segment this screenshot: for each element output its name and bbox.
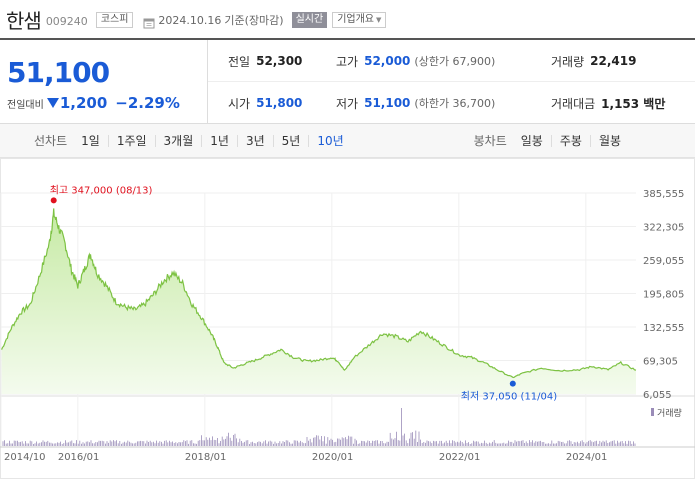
stat-value: 52,300 bbox=[256, 54, 303, 68]
stat-label: 전일 bbox=[228, 54, 251, 69]
candle-chart-label: 봉차트 bbox=[473, 134, 507, 148]
y-tick-label: 69,305 bbox=[643, 357, 678, 368]
tab-line-2[interactable]: 3개월 bbox=[154, 134, 202, 147]
stats-row: 전일 52,300 고가 52,000 (상한가 67,900) 거래량 22,419 bbox=[208, 40, 695, 82]
x-tick-label: 2024/01 bbox=[566, 452, 608, 463]
tab-candle-1[interactable]: 주봉 bbox=[550, 134, 590, 147]
y-tick-label: 132,555 bbox=[643, 323, 684, 334]
x-tick-label: 2014/10 bbox=[4, 452, 46, 463]
y-tick-label: 195,805 bbox=[643, 290, 684, 301]
company-name: 한샘 bbox=[6, 8, 42, 33]
high-marker bbox=[50, 197, 57, 204]
candle-chart-periods: 일봉 주봉 월봉 bbox=[513, 133, 629, 148]
header: 한샘 009240 코스피 2024.10.16 기준(장마감) 실시간 기업개… bbox=[0, 0, 695, 38]
caret-down-icon: ▼ bbox=[376, 16, 382, 24]
stat-open: 시가 51,800 bbox=[228, 82, 302, 124]
tab-line-3[interactable]: 1년 bbox=[201, 134, 237, 147]
stat-high: 고가 52,000 (상한가 67,900) bbox=[336, 40, 495, 82]
market-badge: 코스피 bbox=[95, 12, 134, 28]
high-annotation: 최고 347,000 (08/13) bbox=[50, 184, 153, 196]
down-triangle-icon bbox=[46, 98, 59, 108]
realtime-button[interactable]: 실시간 bbox=[291, 12, 328, 28]
tab-candle-0[interactable]: 일봉 bbox=[520, 133, 543, 148]
stat-label: 고가 bbox=[336, 54, 359, 69]
volume-legend-label: 거래량 bbox=[657, 407, 682, 419]
stat-label: 거래대금 bbox=[551, 96, 596, 111]
tab-line-1[interactable]: 1주일 bbox=[107, 134, 155, 147]
tab-candle-2[interactable]: 월봉 bbox=[589, 134, 629, 147]
stat-label: 거래량 bbox=[551, 54, 585, 69]
y-tick-label: 385,555 bbox=[643, 189, 684, 200]
price-stats: 전일 52,300 고가 52,000 (상한가 67,900) 거래량 22,419 … bbox=[208, 40, 695, 124]
x-tick-label: 2016/01 bbox=[58, 452, 100, 463]
x-tick-label: 2020/01 bbox=[312, 452, 354, 463]
stat-sub: (상한가 67,900) bbox=[414, 55, 496, 68]
company-info-label: 기업개요 bbox=[337, 14, 375, 25]
stat-sub: (하한가 36,700) bbox=[414, 97, 496, 110]
price-chart: 385,555 322,305 259,055 195,805 132,555 69,30… bbox=[0, 158, 695, 479]
stat-low: 저가 51,100 (하한가 36,700) bbox=[336, 82, 495, 124]
tab-line-4[interactable]: 3년 bbox=[236, 134, 273, 147]
stats-row: 시가 51,800 저가 51,100 (하한가 36,700) 거래대금 1,153 … bbox=[208, 82, 695, 124]
volume-legend-swatch bbox=[651, 408, 654, 416]
stat-value: 51,100 bbox=[364, 96, 411, 110]
tab-line-6[interactable]: 10년 bbox=[308, 134, 351, 147]
calendar-icon bbox=[143, 14, 155, 29]
low-annotation: 최저 37,050 (11/04) bbox=[461, 391, 557, 403]
change-percent: −2.29% bbox=[115, 94, 180, 112]
price-line bbox=[1, 208, 637, 379]
x-tick-label: 2018/01 bbox=[185, 452, 227, 463]
y-tick-label: 322,305 bbox=[643, 223, 684, 234]
current-price: 51,100 bbox=[7, 56, 110, 89]
quote-date: 2024.10.16 bbox=[158, 13, 222, 27]
line-chart-periods: 1일 1주일 3개월 1년 3년 5년 10년 bbox=[73, 133, 352, 148]
y-tick-label: 6,055 bbox=[643, 390, 672, 401]
stat-volume: 거래량 22,419 bbox=[551, 40, 636, 82]
y-tick-label: 259,055 bbox=[643, 256, 684, 267]
price-area bbox=[1, 208, 637, 394]
current-price-panel: 51,100 전일대비 1,200 −2.29% bbox=[0, 40, 208, 124]
stat-amount: 거래대금 1,153 백만 bbox=[551, 82, 665, 124]
stat-value: 51,800 bbox=[256, 96, 303, 110]
stat-value: 22,419 bbox=[590, 54, 637, 68]
x-tick-label: 2022/01 bbox=[439, 452, 481, 463]
company-info-dropdown[interactable]: 기업개요 ▼ bbox=[332, 12, 387, 28]
tab-line-5[interactable]: 5년 bbox=[272, 134, 309, 147]
change-label: 전일대비 bbox=[7, 99, 44, 111]
chart-tabs: 선차트 1일 1주일 3개월 1년 3년 5년 10년 봉차트 일봉 주봉 월봉 bbox=[0, 124, 695, 158]
price-change: 전일대비 1,200 −2.29% bbox=[7, 94, 180, 112]
stat-label: 시가 bbox=[228, 96, 251, 111]
price-summary: 51,100 전일대비 1,200 −2.29% 전일 52,300 고가 52,0… bbox=[0, 38, 695, 124]
stat-value: 52,000 bbox=[364, 54, 411, 68]
tab-line-0[interactable]: 1일 bbox=[81, 133, 100, 148]
stat-prev: 전일 52,300 bbox=[228, 40, 302, 82]
stat-value: 1,153 백만 bbox=[601, 96, 666, 111]
stock-code: 009240 bbox=[45, 14, 88, 28]
stat-label: 저가 bbox=[336, 96, 359, 111]
quote-basis: 기준(장마감) bbox=[224, 14, 284, 27]
line-chart-label: 선차트 bbox=[34, 134, 68, 148]
low-marker bbox=[509, 380, 516, 387]
change-value: 1,200 bbox=[59, 94, 108, 112]
